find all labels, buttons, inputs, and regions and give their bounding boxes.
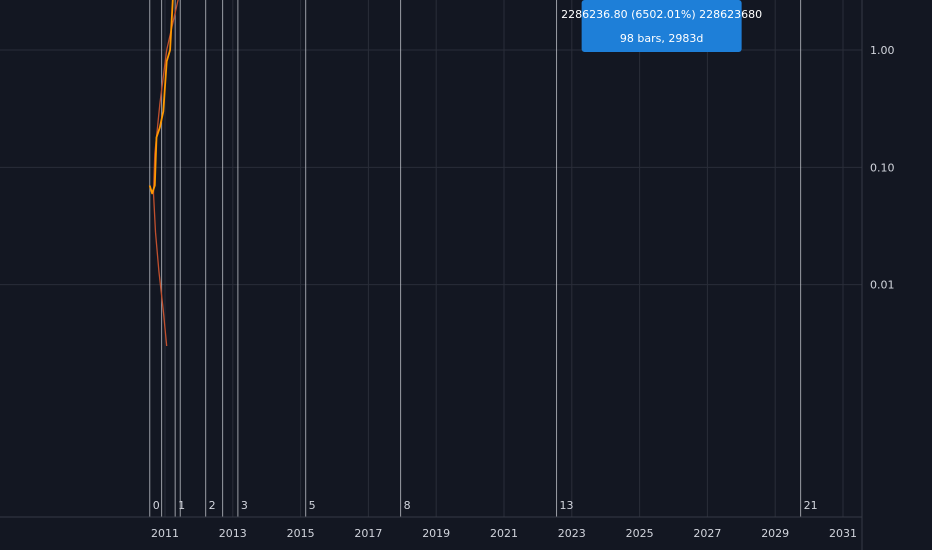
price-axis-labels: 10000000.001000000.00100000.001000.00100… [870,44,895,292]
x-tick-label-7: 2025 [626,527,654,540]
regression-curve [152,0,179,347]
measurement-tooltip: 2286236.80 (6502.01%) 228623680 98 bars, … [561,0,762,52]
x-tick-label-2: 2015 [287,527,315,540]
marker-label-0: 0 [153,499,160,512]
tooltip-line-2: 98 bars, 2983d [620,32,703,45]
grid-layer [0,0,862,517]
vertical-markers: 0 1 2 3 5 8 13 21 [149,0,818,517]
marker-label-6: 3 [241,499,248,512]
axes [0,0,863,550]
marker-label-9: 13 [560,499,574,512]
marker-label-7: 5 [309,499,316,512]
x-tick-label-9: 2029 [761,527,789,540]
x-tick-label-4: 2019 [422,527,450,540]
marker-label-8: 8 [404,499,411,512]
tooltip-line-1: 2286236.80 (6502.01%) 228623680 [561,8,762,21]
x-tick-label-5: 2021 [490,527,518,540]
x-tick-label-10: 2031 [829,527,857,540]
y-tick-label-7: 1.00 [870,44,895,57]
x-tick-label-0: 2011 [151,527,179,540]
time-axis-labels: 2011 2013 2015 2017 2019 2021 2023 2025 2027 2029… [151,527,857,540]
series-layer [148,0,179,347]
marker-label-10: 21 [804,499,818,512]
x-tick-label-1: 2013 [219,527,247,540]
x-tick-label-3: 2017 [354,527,382,540]
y-tick-label-8: 0.10 [870,161,895,174]
marker-label-2: 1 [178,499,185,512]
x-tick-label-8: 2027 [693,527,721,540]
marker-label-4: 2 [209,499,216,512]
tooltip-box [581,0,742,52]
x-tick-label-6: 2023 [558,527,586,540]
y-tick-label-9: 0.01 [870,279,895,292]
